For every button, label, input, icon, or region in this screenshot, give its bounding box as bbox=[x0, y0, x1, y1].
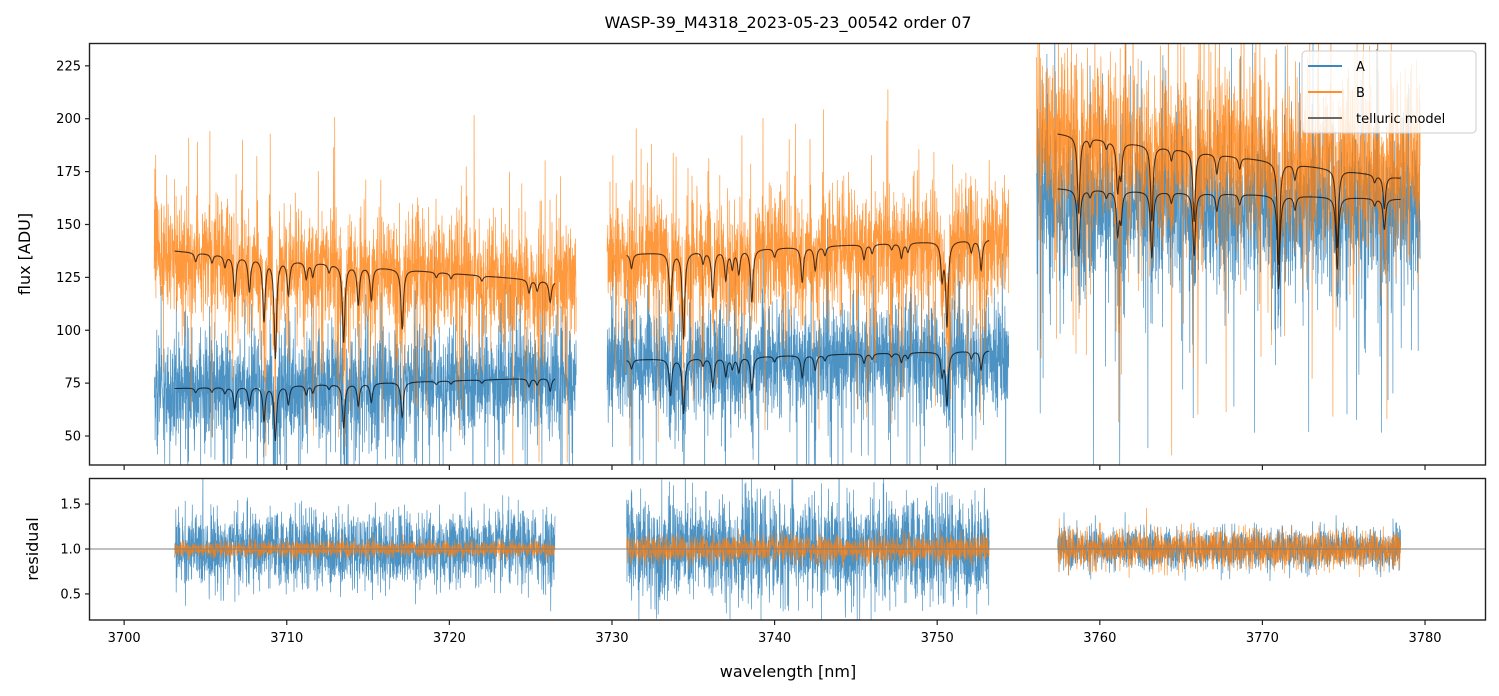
telluric-model-a-seg3 bbox=[1057, 188, 1401, 290]
flux-y-tick-label: 150 bbox=[56, 218, 81, 233]
residual-plot-area bbox=[90, 478, 1486, 620]
residual-y-tick-label: 0.5 bbox=[60, 587, 81, 602]
x-tick-label: 3760 bbox=[1083, 631, 1116, 646]
x-tick-label: 3720 bbox=[433, 631, 466, 646]
flux-y-axis-label: flux [ADU] bbox=[15, 213, 34, 295]
x-tick-label: 3710 bbox=[270, 631, 303, 646]
residual-y-ticks: 0.5 1.0 1.5 bbox=[60, 498, 90, 602]
spectrum-a-seg1 bbox=[153, 233, 577, 465]
flux-y-tick-label: 50 bbox=[64, 430, 81, 445]
residual-a-seg1 bbox=[174, 478, 556, 612]
x-tick-label: 3770 bbox=[1246, 631, 1279, 646]
flux-y-tick-label: 75 bbox=[64, 377, 81, 392]
residual-y-tick-label: 1.0 bbox=[60, 543, 81, 558]
telluric-model-b-seg2 bbox=[626, 240, 990, 340]
legend-box bbox=[1301, 50, 1477, 134]
chart-title: WASP-39_M4318_2023-05-23_00542 order 07 bbox=[604, 13, 971, 33]
residual-panel: 0.51.01.5 3700 3710 3720 3730 3740 3750 3760 37… bbox=[23, 477, 1487, 681]
flux-y-tick-label: 175 bbox=[56, 165, 81, 180]
residual-y-axis-label: residual bbox=[23, 517, 42, 580]
residual-a-seg2 bbox=[626, 478, 990, 620]
x-tick-label: 3780 bbox=[1408, 631, 1441, 646]
residual-b-seg3 bbox=[1057, 507, 1401, 578]
x-tick-label: 3750 bbox=[921, 631, 954, 646]
telluric-model-b-seg3 bbox=[1057, 133, 1401, 265]
legend-label-b: B bbox=[1356, 86, 1365, 101]
x-tick-label: 3700 bbox=[108, 631, 141, 646]
flux-y-ticks: 50 75 100 125 150 175 200 225 bbox=[56, 59, 90, 445]
x-tick-label: 3740 bbox=[758, 631, 791, 646]
residual-y-tick-label: 1.5 bbox=[60, 498, 81, 513]
residual-b-seg2 bbox=[626, 528, 990, 573]
residual-x-ticks: 3700 3710 3720 3730 3740 3750 3760 3770 3780 bbox=[108, 620, 1442, 646]
spectrum-b-seg3 bbox=[1036, 43, 1421, 456]
telluric-model-a-seg1 bbox=[174, 378, 556, 441]
flux-y-tick-label: 225 bbox=[56, 59, 81, 74]
telluric-model-a-seg2 bbox=[626, 350, 990, 414]
x-tick-label: 3730 bbox=[595, 631, 628, 646]
flux-x-ticks bbox=[123, 465, 1426, 470]
flux-y-tick-label: 100 bbox=[56, 324, 81, 339]
legend-label-telluric: telluric model bbox=[1356, 112, 1445, 127]
flux-plot-area bbox=[153, 43, 1421, 465]
spectrum-b-seg2 bbox=[606, 89, 1010, 447]
spectrum-b-seg1 bbox=[153, 115, 577, 465]
flux-y-tick-label: 125 bbox=[56, 271, 81, 286]
x-axis-label: wavelength [nm] bbox=[720, 662, 857, 681]
spectrum-a-seg2 bbox=[606, 205, 1010, 465]
telluric-model-b-seg1 bbox=[174, 250, 556, 360]
legend-label-a: A bbox=[1356, 60, 1365, 75]
flux-axes-frame bbox=[88, 42, 1487, 466]
flux-y-tick-label: 200 bbox=[56, 112, 81, 127]
flux-panel: 50 75 100 125 150 175 200 225 flux [ADU] A B te… bbox=[15, 42, 1487, 470]
legend: A B telluric model bbox=[1301, 50, 1477, 134]
residual-b-seg1 bbox=[174, 534, 556, 563]
